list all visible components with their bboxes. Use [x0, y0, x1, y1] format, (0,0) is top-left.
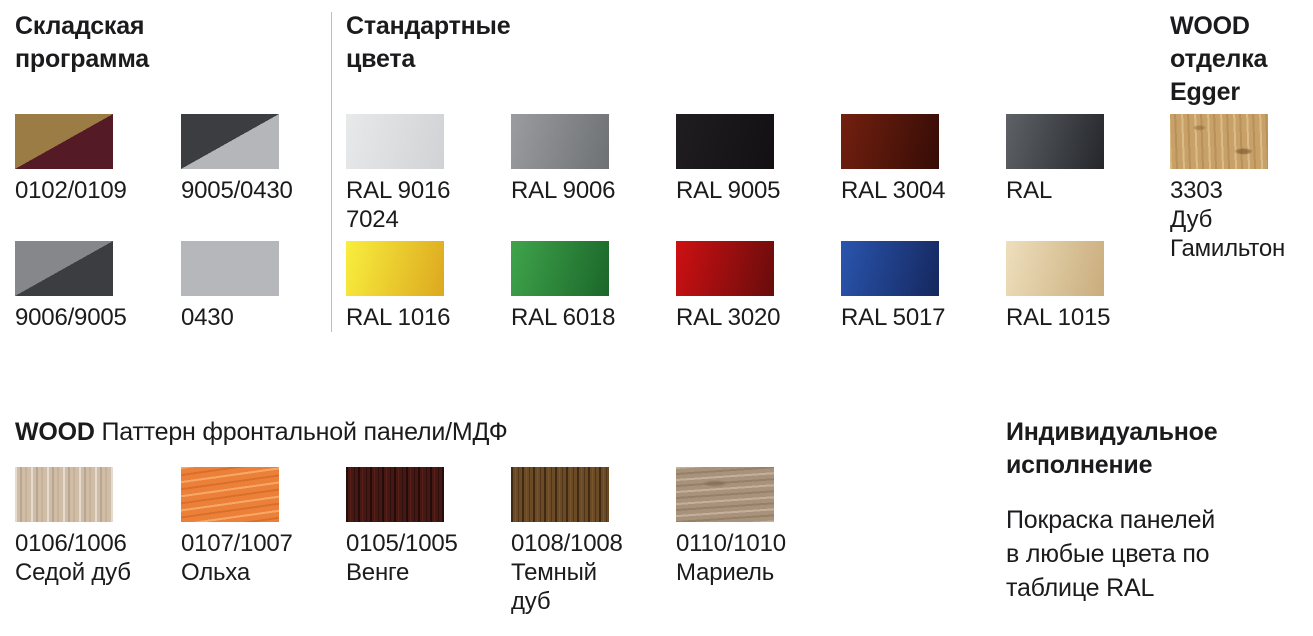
swatch-label: 9006/9005 [15, 304, 127, 331]
color-swatch-0102-0109 [15, 114, 113, 169]
color-swatch-0430 [181, 241, 279, 296]
color-swatch-ral-1015 [1006, 241, 1104, 296]
wood-egger-title: WOOD отделка Egger [1170, 12, 1268, 106]
swatch-label: 0107/1007 Ольха [181, 530, 293, 586]
swatch-cell: RAL 1015 [1006, 241, 1166, 332]
swatch-label: 3303 Дуб Гамильтон [1170, 177, 1286, 262]
swatch-label: 9005/0430 [181, 177, 293, 204]
swatch-label: RAL 5017 [841, 304, 946, 331]
swatch-cell: RAL 6018 [511, 241, 671, 332]
color-swatch-9006-9005 [15, 241, 113, 296]
swatch-cell: 0102/0109 [15, 114, 175, 205]
color-swatch-ral-5017 [841, 241, 939, 296]
swatch-label: RAL 1016 [346, 304, 451, 331]
swatch-cell: RAL 5017 [841, 241, 1001, 332]
swatch-cell: RAL 9006 [511, 114, 671, 205]
swatch-cell: RAL [1006, 114, 1166, 205]
swatch-cell: RAL 9005 [676, 114, 836, 205]
color-swatch-0106-1006 [15, 467, 113, 522]
swatch-label: RAL 3020 [676, 304, 781, 331]
warehouse-program-title: Складская программа [15, 12, 149, 73]
swatch-cell: 9005/0430 [181, 114, 341, 205]
custom-finish-description: Покраска панелей в любые цвета по таблиц… [1006, 506, 1216, 602]
color-swatch-ral-9006 [511, 114, 609, 169]
swatch-cell: RAL 3020 [676, 241, 836, 332]
swatch-cell: 0106/1006 Седой дуб [15, 467, 175, 587]
color-swatch-0110-1010 [676, 467, 774, 522]
swatch-cell: 0107/1007 Ольха [181, 467, 341, 587]
swatch-label: RAL [1006, 177, 1053, 204]
swatch-label: 0105/1005 Венге [346, 530, 458, 586]
swatch-cell: RAL 3004 [841, 114, 1001, 205]
swatch-cell: 3303 Дуб Гамильтон [1170, 114, 1313, 263]
custom-finish-title: Индивидуальное исполнение [1006, 418, 1218, 479]
swatch-cell: RAL 1016 [346, 241, 506, 332]
swatch-label: 0106/1006 Седой дуб [15, 530, 131, 586]
swatch-cell: RAL 9016 7024 [346, 114, 506, 234]
color-swatch-0107-1007 [181, 467, 279, 522]
swatch-label: RAL 6018 [511, 304, 616, 331]
swatch-cell: 0105/1005 Венге [346, 467, 506, 587]
wood-pattern-title: WOOD Паттерн фронтальной панели/МДФ [15, 416, 508, 449]
wood-pattern-title-text: Паттерн фронтальной панели/МДФ [94, 418, 508, 446]
color-swatch-ral-9005 [676, 114, 774, 169]
swatch-label: RAL 9006 [511, 177, 616, 204]
swatch-label: 0102/0109 [15, 177, 127, 204]
color-swatch-9005-0430 [181, 114, 279, 169]
color-swatch-0105-1005 [346, 467, 444, 522]
swatch-label: RAL 1015 [1006, 304, 1111, 331]
swatch-label: RAL 3004 [841, 177, 946, 204]
swatch-cell: 9006/9005 [15, 241, 175, 332]
swatch-label: RAL 9016 7024 [346, 177, 451, 233]
color-swatch-0108-1008 [511, 467, 609, 522]
wood-pattern-title-bold: WOOD [15, 418, 95, 446]
color-swatch-ral-3020 [676, 241, 774, 296]
swatch-label: 0108/1008 Темный дуб [511, 530, 623, 615]
swatch-cell: 0108/1008 Темный дуб [511, 467, 671, 616]
color-swatch-3303 [1170, 114, 1268, 169]
swatch-label: 0110/1010 Мариель [676, 530, 786, 586]
section-divider [331, 12, 332, 332]
color-swatch-ral [1006, 114, 1104, 169]
swatch-cell: 0110/1010 Мариель [676, 467, 836, 587]
color-swatch-ral-9016 [346, 114, 444, 169]
color-swatch-ral-6018 [511, 241, 609, 296]
swatch-cell: 0430 [181, 241, 341, 332]
swatch-label: RAL 9005 [676, 177, 781, 204]
swatch-label: 0430 [181, 304, 234, 331]
standard-colors-title: Стандартные цвета [346, 12, 511, 73]
color-swatch-ral-1016 [346, 241, 444, 296]
color-swatch-ral-3004 [841, 114, 939, 169]
